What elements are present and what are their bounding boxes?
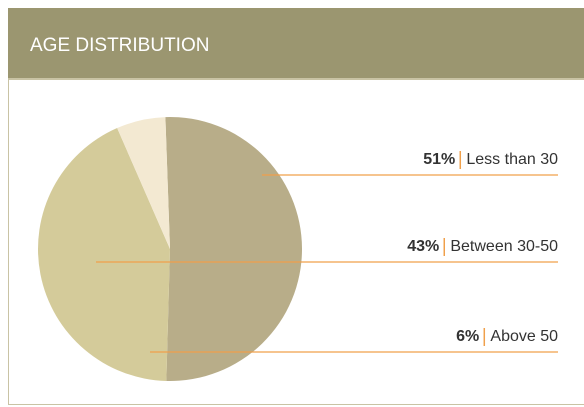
value-label: 43% [407,238,439,255]
chart-title: AGE DISTRIBUTION [30,35,209,56]
pie-slice [37,128,170,381]
pie-slice [165,117,302,382]
value-label: 6% [456,328,479,345]
legend-label: Above 50 [490,328,558,345]
legend-label: Between 30-50 [450,238,558,255]
pie-slice [117,117,170,249]
legend-label: Less than 30 [466,151,558,168]
header [8,8,584,78]
value-label: 51% [423,151,455,168]
